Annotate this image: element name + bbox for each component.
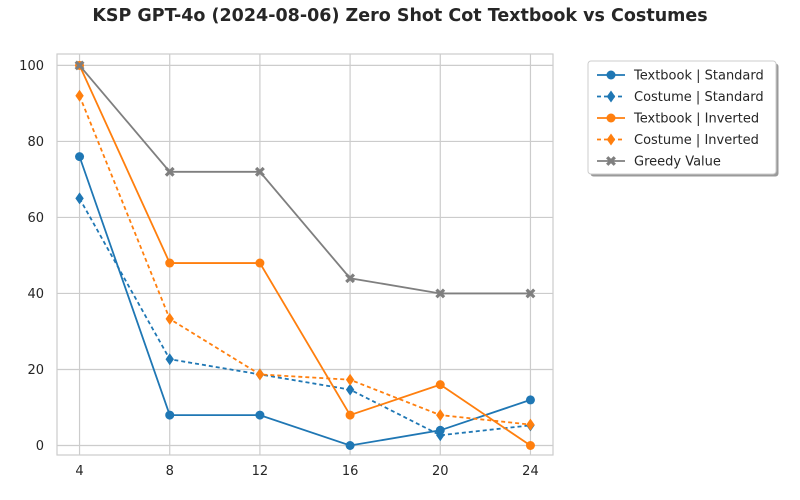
data-point (345, 440, 355, 450)
data-point (435, 288, 446, 299)
data-point (526, 418, 535, 431)
legend-label: Greedy Value (634, 155, 721, 170)
data-point (435, 380, 445, 390)
grid-lines (57, 54, 553, 455)
data-point (345, 373, 355, 386)
legend-marker (606, 70, 616, 80)
y-tick-label: 100 (19, 59, 44, 74)
x-axis-ticks: 4 8 12 16 20 24 (75, 464, 538, 479)
y-tick-label: 20 (27, 363, 44, 378)
data-point (345, 410, 355, 420)
x-tick-label: 24 (522, 464, 539, 479)
series-costume-standard (75, 192, 535, 442)
data-point (255, 410, 265, 420)
chart-title: KSP GPT-4o (2024-08-06) Zero Shot Cot Te… (92, 6, 708, 26)
data-point (164, 166, 175, 177)
data-point (436, 409, 445, 422)
legend-entry: Textbook | Standard (597, 69, 764, 84)
data-point (165, 312, 174, 325)
data-point (75, 89, 84, 102)
series-line-textbook-standard (78, 156, 531, 447)
legend-box (587, 60, 777, 175)
data-point (255, 258, 265, 268)
data-point (165, 258, 175, 268)
series-costume-inverted (75, 89, 535, 431)
y-axis-ticks: 0 20 40 60 80 100 (19, 59, 44, 454)
data-point (525, 395, 535, 405)
x-tick-label: 20 (432, 464, 449, 479)
data-point (75, 152, 85, 162)
series-layer (74, 60, 536, 450)
legend-marker (606, 90, 616, 103)
legend-entry: Greedy Value (597, 155, 721, 170)
x-tick-label: 16 (342, 464, 359, 479)
series-line-costume-standard (78, 197, 531, 437)
legend: Textbook | Standard Costume | Standard Tex… (587, 60, 779, 177)
series-line-textbook-inverted (78, 65, 531, 447)
series-line-greedy-value (78, 64, 531, 295)
data-point (165, 353, 174, 366)
y-tick-label: 80 (27, 135, 44, 150)
legend-label: Textbook | Inverted (633, 112, 759, 127)
data-point (255, 368, 265, 381)
legend-label: Textbook | Standard (633, 69, 764, 84)
legend-label: Costume | Standard (634, 90, 764, 105)
x-tick-label: 4 (75, 464, 83, 479)
legend-entry: Textbook | Inverted (597, 112, 759, 127)
y-tick-label: 40 (27, 287, 44, 302)
legend-marker (606, 113, 616, 123)
legend-marker (606, 133, 616, 146)
x-tick-label: 12 (252, 464, 269, 479)
data-point (75, 192, 84, 205)
data-point (254, 166, 265, 177)
legend-entry: Costume | Inverted (597, 133, 759, 148)
series-greedy-value (74, 60, 536, 299)
y-tick-label: 0 (36, 439, 44, 454)
legend-label: Costume | Inverted (634, 133, 759, 148)
series-textbook-standard (75, 152, 535, 450)
data-point (525, 288, 536, 299)
y-tick-label: 60 (27, 211, 44, 226)
legend-entry: Costume | Standard (597, 90, 764, 105)
data-point (74, 60, 85, 71)
data-point (345, 273, 356, 284)
series-textbook-inverted (75, 60, 535, 450)
data-point (525, 440, 535, 450)
data-point (436, 429, 445, 442)
plot-area-frame (56, 53, 554, 456)
data-point (345, 383, 355, 396)
series-line-costume-inverted (78, 95, 531, 426)
data-point (165, 410, 175, 420)
x-tick-label: 8 (166, 464, 174, 479)
legend-marker (606, 156, 616, 166)
